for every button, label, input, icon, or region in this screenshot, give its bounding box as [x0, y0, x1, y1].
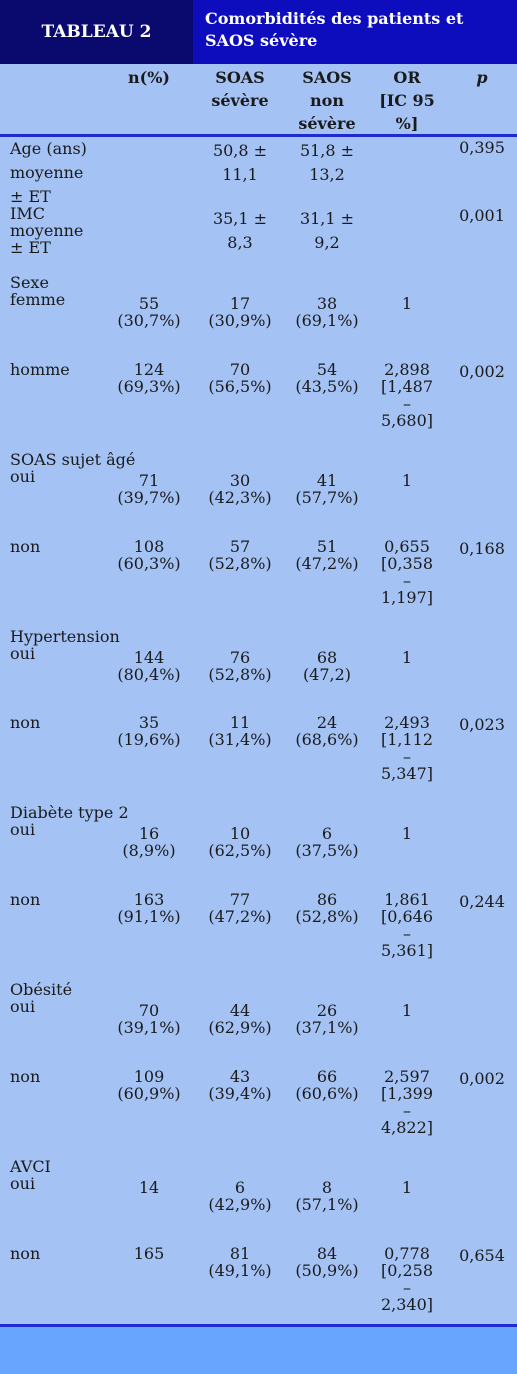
row-label: non — [10, 537, 41, 556]
cell-soas-severe: 6 (42,9%) — [208, 1178, 272, 1214]
cell-n: 71 (39,7%) — [117, 471, 181, 507]
cell-soas-severe: 10 (62,5%) — [208, 824, 272, 860]
cell-or: 1,861 [0,646 – 5,361] — [380, 890, 434, 960]
cell-or: 2,597 [1,399 – 4,822] — [380, 1067, 434, 1137]
cell-p: 0,244 — [459, 892, 505, 911]
cell-saos-non-severe: 8 (57,1%) — [295, 1178, 359, 1214]
cell-or: 1 — [401, 1001, 413, 1020]
cell-saos-non-severe: 66 (60,6%) — [295, 1067, 359, 1103]
cell-p: 0,023 — [459, 715, 505, 734]
table-footer-band — [0, 1327, 517, 1374]
cell-saos-non-severe: 86 (52,8%) — [295, 890, 359, 926]
cell-saos-non-severe: 31,1 ± 9,2 — [299, 209, 355, 252]
cell-soas-severe: 77 (47,2%) — [208, 890, 272, 926]
row-label: non — [10, 713, 41, 732]
row-label: homme — [10, 360, 70, 379]
cell-n: 16 (8,9%) — [122, 824, 176, 860]
cell-soas-severe: 50,8 ± 11,1 — [212, 141, 268, 184]
cell-soas-severe: 81 (49,1%) — [208, 1244, 272, 1280]
cell-soas-severe: 44 (62,9%) — [208, 1001, 272, 1037]
cell-soas-severe: 17 (30,9%) — [208, 294, 272, 330]
cell-or: 1 — [401, 471, 413, 490]
cell-p: 0,002 — [459, 362, 505, 381]
cell-or: 1 — [401, 648, 413, 667]
cell-or: 1 — [401, 1178, 413, 1197]
cell-or: 2,898 [1,487 – 5,680] — [380, 360, 434, 430]
cell-saos-non-severe: 51,8 ± 13,2 — [299, 141, 355, 184]
row-label: non — [10, 890, 41, 909]
row-label: Age (ans) moyenne ± ET — [10, 139, 87, 206]
cell-or: 1 — [401, 824, 413, 843]
header-rule — [0, 134, 517, 137]
cell-soas-severe: 30 (42,3%) — [208, 471, 272, 507]
cell-soas-severe: 76 (52,8%) — [208, 648, 272, 684]
bottom-rule — [0, 1324, 517, 1327]
col-header-p: p — [476, 68, 488, 87]
row-label: Obésité oui — [10, 980, 73, 1016]
cell-saos-non-severe: 26 (37,1%) — [295, 1001, 359, 1037]
row-label: non — [10, 1067, 41, 1086]
cell-p: 0,654 — [459, 1246, 505, 1265]
cell-or: 2,493 [1,112 – 5,347] — [380, 713, 434, 783]
cell-n: 124 (69,3%) — [117, 360, 181, 396]
cell-saos-non-severe: 54 (43,5%) — [295, 360, 359, 396]
cell-n: 163 (91,1%) — [117, 890, 181, 926]
table-header: TABLEAU 2 Comorbidités des patients et S… — [0, 0, 517, 64]
table-title: Comorbidités des patients et SAOS sévère — [193, 0, 517, 64]
row-label: Diabète type 2 oui — [10, 803, 129, 839]
cell-soas-severe: 35,1 ± 8,3 — [212, 209, 268, 252]
cell-n: 70 (39,1%) — [117, 1001, 181, 1037]
cell-n: 108 (60,3%) — [117, 537, 181, 573]
cell-soas-severe: 43 (39,4%) — [208, 1067, 272, 1103]
row-label: IMC moyenne ± ET — [10, 204, 84, 257]
cell-saos-non-severe: 51 (47,2%) — [295, 537, 359, 573]
col-header-saos-non-severe: SAOS non sévère — [298, 68, 356, 133]
cell-saos-non-severe: 84 (50,9%) — [295, 1244, 359, 1280]
row-label: AVCI oui — [10, 1157, 51, 1193]
cell-p: 0,001 — [459, 206, 505, 225]
cell-soas-severe: 70 (56,5%) — [208, 360, 272, 396]
cell-soas-severe: 11 (31,4%) — [208, 713, 272, 749]
row-label: non — [10, 1244, 41, 1263]
table-tag: TABLEAU 2 — [0, 0, 193, 64]
column-headers: n(%) SOAS sévère SAOS non sévère OR [IC … — [0, 64, 517, 136]
row-label: Sexe femme — [10, 273, 66, 309]
row-label: SOAS sujet âgé oui — [10, 450, 136, 486]
cell-saos-non-severe: 68 (47,2) — [302, 648, 352, 684]
cell-or: 1 — [401, 294, 413, 313]
col-header-or: OR [IC 95 %] — [379, 68, 435, 133]
cell-n: 55 (30,7%) — [117, 294, 181, 330]
cell-saos-non-severe: 24 (68,6%) — [295, 713, 359, 749]
col-header-n: n(%) — [128, 68, 170, 87]
cell-p: 0,168 — [459, 539, 505, 558]
cell-n: 165 — [133, 1244, 165, 1263]
cell-saos-non-severe: 41 (57,7%) — [295, 471, 359, 507]
cell-or: 0,778 [0,258 – 2,340] — [380, 1244, 434, 1314]
cell-n: 14 — [138, 1178, 160, 1197]
cell-n: 144 (80,4%) — [117, 648, 181, 684]
col-header-soas-severe: SOAS sévère — [211, 68, 269, 110]
cell-n: 109 (60,9%) — [117, 1067, 181, 1103]
cell-n: 35 (19,6%) — [117, 713, 181, 749]
cell-p: 0,395 — [459, 138, 505, 157]
row-label: Hypertension oui — [10, 627, 120, 663]
cell-saos-non-severe: 38 (69,1%) — [295, 294, 359, 330]
cell-soas-severe: 57 (52,8%) — [208, 537, 272, 573]
cell-saos-non-severe: 6 (37,5%) — [295, 824, 359, 860]
cell-or: 0,655 [0,358 – 1,197] — [380, 537, 434, 607]
cell-p: 0,002 — [459, 1069, 505, 1088]
